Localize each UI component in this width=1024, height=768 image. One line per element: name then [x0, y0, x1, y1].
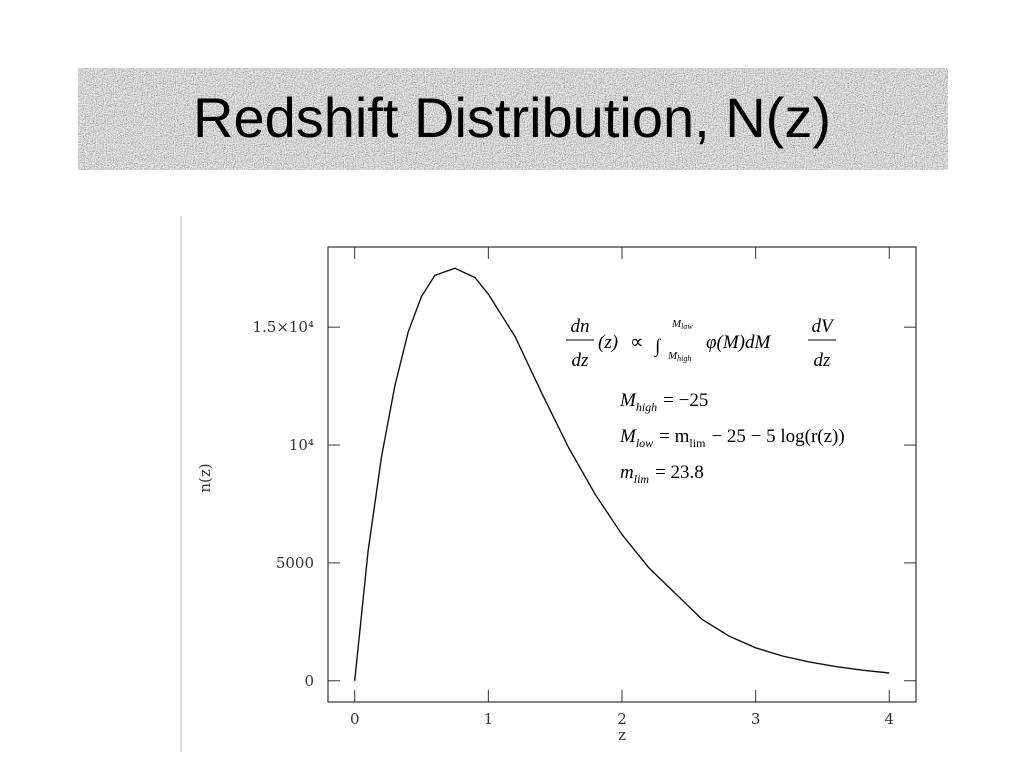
- formula-part: M: [671, 318, 682, 330]
- condition-part: low: [636, 436, 653, 450]
- formula-part: (z): [598, 332, 618, 353]
- x-tick-label: 1: [484, 710, 494, 728]
- formula-part: φ(M)dM: [706, 332, 771, 353]
- formula-part: dV: [811, 316, 835, 337]
- formula-part: M: [667, 350, 678, 362]
- condition-part: = −25: [663, 390, 708, 411]
- x-axis-label: z: [618, 726, 626, 744]
- condition: Mhigh = −25: [619, 390, 708, 414]
- x-tick-label: 4: [884, 710, 894, 728]
- formula-part: low: [681, 322, 693, 331]
- y-tick-label: 0: [304, 672, 314, 690]
- formula-part: dn: [571, 316, 590, 337]
- condition: Mlow = mlim − 25 − 5 log(r(z)): [619, 426, 845, 450]
- condition-part: = m: [659, 426, 689, 447]
- title-band: [78, 68, 948, 170]
- condition-part: = 23.8: [655, 462, 704, 483]
- condition-part: m: [620, 462, 634, 483]
- condition-part: M: [619, 390, 637, 411]
- data-line: [354, 267, 890, 681]
- y-tick-label: 5000: [276, 554, 314, 572]
- y-axis-label: n(z): [196, 463, 214, 492]
- y-tick-label: 1.5×10⁴: [252, 318, 314, 336]
- condition-part: − 25 − 5 log(r(z)): [711, 426, 844, 447]
- formula-part: ∫: [654, 336, 662, 358]
- x-tick-label: 2: [617, 710, 627, 728]
- condition-part: lim: [634, 472, 650, 486]
- y-tick-label: 10⁴: [289, 436, 314, 454]
- formula-part: high: [677, 354, 691, 363]
- x-tick-label: 0: [350, 710, 360, 728]
- slide-title: Redshift Distribution, N(z): [193, 86, 831, 149]
- formula-part: dz: [814, 350, 832, 371]
- formula-part: Mlow: [671, 318, 693, 331]
- condition: mlim = 23.8: [620, 462, 704, 486]
- x-tick-label: 3: [751, 710, 761, 728]
- condition-part: high: [636, 400, 657, 414]
- condition-part: M: [619, 426, 637, 447]
- formula-part: ∝: [630, 332, 644, 353]
- formula-part: Mhigh: [667, 350, 691, 363]
- formula-part: dz: [572, 350, 590, 371]
- condition-part: lim: [689, 436, 706, 450]
- formula: dn dz (z) ∝ ∫ Mlow Mhigh φ(M)dM dV dz: [566, 316, 836, 371]
